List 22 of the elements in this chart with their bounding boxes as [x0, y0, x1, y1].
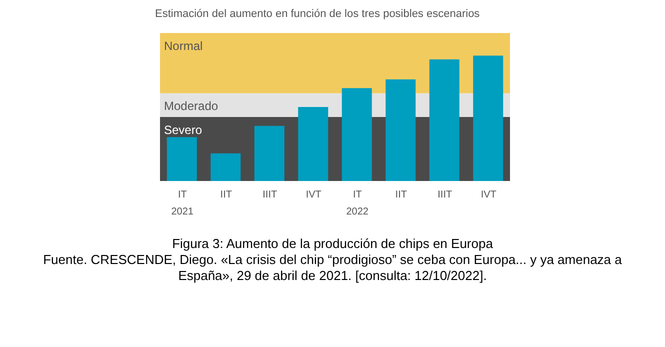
x-tick-label: IIT	[220, 190, 232, 200]
x-tick-label: IIT	[395, 190, 407, 200]
bar	[473, 56, 504, 181]
bar	[298, 107, 328, 181]
bar	[386, 79, 416, 181]
band-label: Normal	[164, 39, 203, 53]
x-tick-label: IIIT	[262, 190, 278, 200]
bar	[210, 153, 241, 181]
text: Figura 3: Aumento de la producción de chips en Europa	[171, 236, 494, 252]
bar	[166, 137, 197, 181]
source-note: Fuente. CRESCENDE, Diego. «La crisis del chip “prodigioso” se ceba con Europa... y ya amenaza a España», 29 de abril de 2021. [consulta: 12/10/2022].	[42, 252, 623, 284]
x-tick-label: IT 2021	[171, 190, 194, 218]
x-tick-label: IT 2022	[346, 190, 369, 218]
x-tick-label: IVT	[306, 190, 322, 200]
x-tick-label: IIIT	[438, 190, 452, 200]
bar	[342, 88, 372, 181]
bar	[254, 126, 284, 181]
bar	[429, 59, 460, 181]
band-label: Moderado	[164, 99, 218, 114]
band-label: Severo	[164, 123, 202, 138]
x-tick-label: IVT	[480, 190, 496, 200]
chart-title: Estimación del aumento en función de los tres posibles escenarios	[155, 8, 480, 20]
